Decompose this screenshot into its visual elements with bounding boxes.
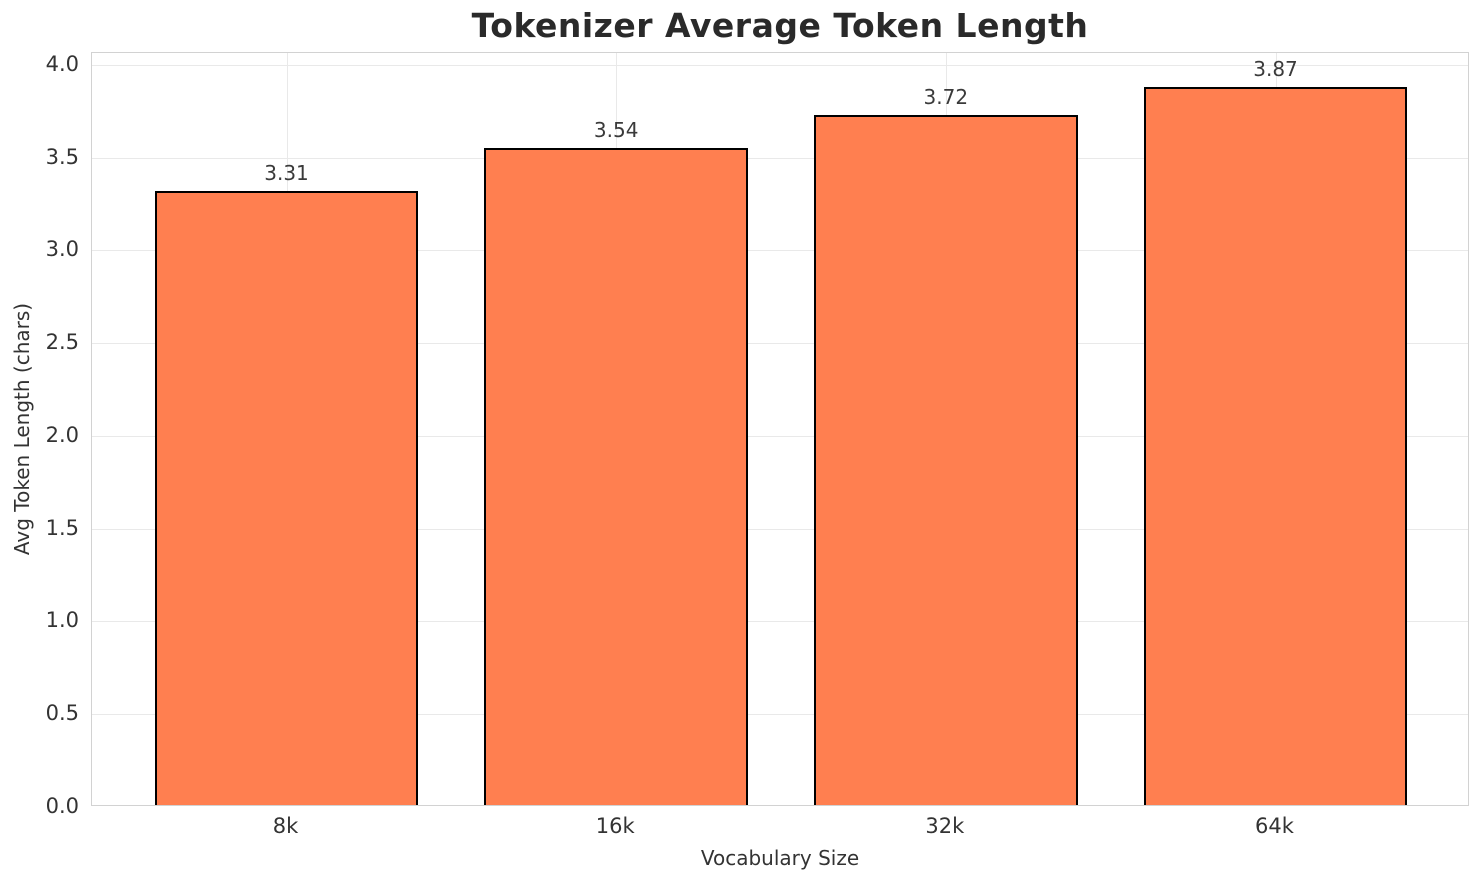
y-tick-label: 2.0 <box>45 422 79 447</box>
horizontal-gridline <box>92 343 1468 345</box>
horizontal-gridline <box>92 64 1468 66</box>
bar-8k <box>154 190 419 805</box>
y-tick-label: 0.5 <box>45 701 79 726</box>
chart-title: Tokenizer Average Token Length <box>471 6 1089 45</box>
y-tick-label: 3.0 <box>45 237 79 262</box>
y-tick-label: 2.5 <box>45 330 79 355</box>
bar-value-label: 3.72 <box>923 84 969 109</box>
x-axis-label: Vocabulary Size <box>700 846 860 870</box>
y-tick-label: 4.0 <box>45 51 79 76</box>
bar-64k <box>1143 86 1408 805</box>
horizontal-gridline <box>92 435 1468 437</box>
y-tick-label: 1.0 <box>45 608 79 633</box>
x-axis-tick-labels: 8k 16k 32k 64k <box>91 814 1469 844</box>
bar-32k <box>814 114 1078 805</box>
bar-16k <box>484 148 748 805</box>
horizontal-gridline <box>92 714 1468 716</box>
y-tick-label: 3.5 <box>45 144 79 169</box>
bar-value-label: 3.54 <box>593 118 639 143</box>
x-tick-label: 64k <box>1255 814 1294 838</box>
bar-value-label: 3.87 <box>1253 56 1298 81</box>
y-tick-label: 1.5 <box>45 515 79 540</box>
x-tick-label: 16k <box>595 814 635 838</box>
horizontal-gridline <box>92 621 1468 623</box>
plot-area: 3.31 3.54 3.72 3.87 <box>91 52 1469 806</box>
horizontal-gridline <box>92 528 1468 530</box>
x-tick-label: 8k <box>272 814 299 838</box>
y-axis-tick-labels: 0.0 0.5 1.0 1.5 2.0 2.5 3.0 3.5 4.0 <box>0 51 79 818</box>
horizontal-gridline <box>92 250 1468 252</box>
horizontal-gridline <box>92 157 1468 159</box>
y-tick-label: 0.0 <box>45 794 79 818</box>
x-tick-label: 32k <box>925 814 965 838</box>
bar-value-label: 3.31 <box>264 160 309 185</box>
